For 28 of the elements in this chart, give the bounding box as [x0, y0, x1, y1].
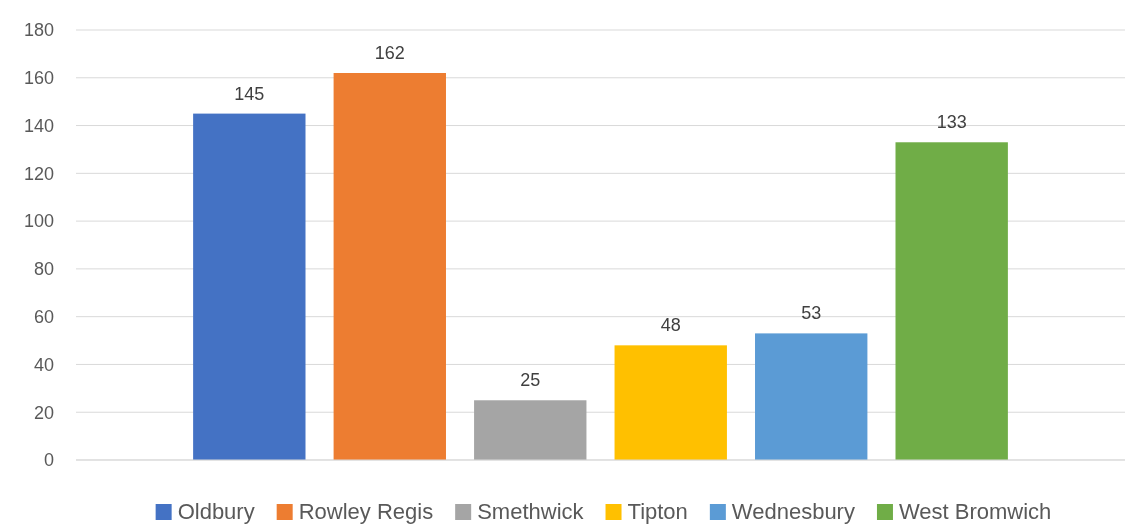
y-tick-label: 120: [23, 163, 54, 184]
data-label: 53: [801, 303, 822, 324]
bar: [895, 142, 1008, 460]
data-label: 133: [936, 112, 967, 133]
legend-label: Tipton: [627, 499, 688, 524]
y-tick-label: 60: [33, 306, 54, 327]
y-tick-label: 100: [23, 211, 54, 232]
data-label: 48: [660, 315, 681, 336]
bar: [614, 345, 727, 460]
bar: [333, 73, 446, 460]
data-label: 162: [374, 43, 405, 63]
legend-label: Oldbury: [177, 499, 255, 524]
legend-label: Wednesbury: [731, 499, 855, 524]
bar: [193, 113, 306, 460]
y-tick-label: 160: [23, 68, 54, 89]
y-tick-label: 0: [43, 450, 54, 471]
y-tick-label: 40: [33, 354, 54, 375]
y-tick-label: 180: [23, 20, 54, 41]
bar: [474, 400, 587, 460]
y-tick-label: 140: [23, 115, 54, 136]
legend-label: Smethwick: [477, 499, 585, 524]
data-label: 145: [234, 83, 265, 104]
y-tick-label: 80: [33, 259, 54, 280]
bar: [755, 333, 868, 460]
y-tick-label: 20: [33, 402, 54, 423]
data-label: 25: [520, 370, 541, 391]
legend-label: Rowley Regis: [298, 499, 434, 524]
legend-label: West Bromwich: [898, 499, 1052, 524]
